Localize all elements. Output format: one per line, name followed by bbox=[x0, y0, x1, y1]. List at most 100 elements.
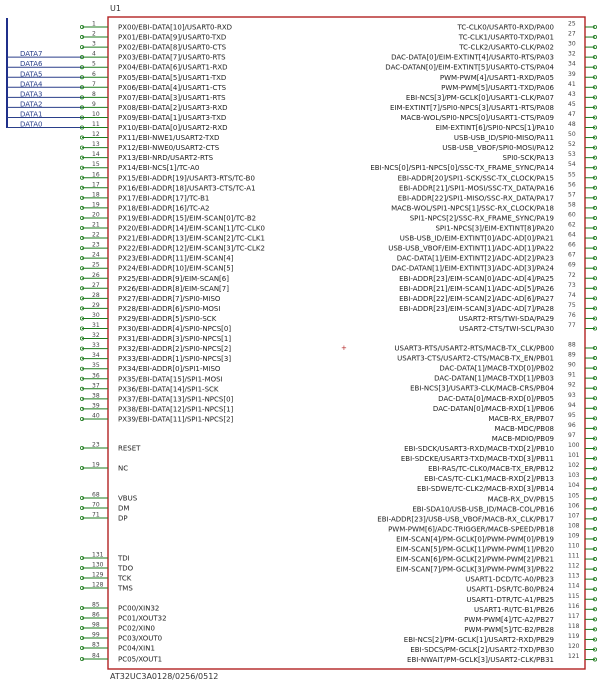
pin-right-34[interactable]: 91 DAC-DATAN[1]/MACB-TXD[1]/PB03 bbox=[434, 372, 598, 383]
pin-right-27[interactable]: 74 EBI-ADDR[22]/EIM-SCAN[2]/ADC-AD[6]/PA2… bbox=[399, 292, 598, 303]
pin-left-12[interactable]: 13 PX12/EBI-NWE0/USART2-CTS bbox=[80, 141, 220, 152]
pin-left-38[interactable]: 39 PX38/EBI-DATA[12]/SPI1-NPCS[1] bbox=[80, 402, 234, 413]
pin-right-15[interactable]: 55 EBI-ADDR[20]/SPI1-SCK/SSC-TX_CLOCK/PA1… bbox=[398, 171, 598, 182]
pin-right-31[interactable]: 88 USART3-RTS/USART2-RTS/MACB-TX_CLK/PB00 bbox=[394, 342, 598, 353]
pin-right-56[interactable]: 115 USART1-DTR/TC-A1/PB25 bbox=[466, 593, 598, 604]
pin-right-22[interactable]: 66 USB-USB_VBOF/EIM-EXTINT[1]/ADC-AD[1]/P… bbox=[388, 242, 598, 253]
pin-right-37[interactable]: 94 DAC-DATAN[0]/MACB-RXD[1]/PB06 bbox=[433, 402, 598, 413]
pin-left-21[interactable]: 22 PX21/EBI-ADDR[13]/EIM-SCAN[2]/TC-CLK1 bbox=[80, 232, 265, 243]
pin-left-47[interactable]: 129 TCK bbox=[80, 572, 132, 583]
pin-left-46[interactable]: 130 TDO bbox=[80, 562, 134, 573]
pin-right-0[interactable]: 25 TC-CLK0/USART0-RXD/PA00 bbox=[457, 21, 598, 32]
pin-right-26[interactable]: 73 EBI-ADDR[21]/EIM-SCAN[1]/ADC-AD[5]/PA2… bbox=[399, 282, 598, 293]
pin-left-43[interactable]: 70 DM bbox=[80, 502, 129, 513]
pin-right-9[interactable]: 47 MACB-WOL/SPI0-NPCS[0]/USART1-CTS/PA09 bbox=[400, 111, 598, 122]
pin-right-54[interactable]: 113 USART1-DCD/TC-A0/PB23 bbox=[465, 573, 598, 584]
pin-right-21[interactable]: 64 USB-USB_ID/EIM-EXTINT[0]/ADC-AD[0]/PA2… bbox=[400, 232, 598, 243]
bus-net-7[interactable]: DATA0 bbox=[7, 121, 82, 129]
bus-net-1[interactable]: DATA6 bbox=[7, 60, 82, 68]
pin-right-25[interactable]: 72 EBI-ADDR[23]/EIM-SCAN[0]/ADC-AD[4]/PA2… bbox=[399, 272, 598, 283]
pin-right-29[interactable]: 76 USART2-RTS/TWI-SDA/PA29 bbox=[458, 312, 598, 323]
pin-left-23[interactable]: 24 PX23/EBI-ADDR[11]/EIM-SCAN[4] bbox=[80, 252, 234, 263]
pin-right-52[interactable]: 111 EIM-SCAN[6]/PM-GCLK[2]/PWM-PWM[2]/PB2… bbox=[396, 553, 598, 564]
pin-right-36[interactable]: 93 DAC-DATA[0]/MACB-RXD[0]/PB05 bbox=[438, 392, 598, 403]
pin-right-49[interactable]: 108 PWM-PWM[6]/ADC-TRIGGER/MACB-SPEED/PB1… bbox=[388, 522, 598, 533]
pin-left-13[interactable]: 14 PX13/EBI-NRD/USART2-RTS bbox=[80, 151, 214, 162]
pin-left-37[interactable]: 38 PX37/EBI-DATA[13]/SPI1-NPCS[0] bbox=[80, 392, 234, 403]
pin-left-17[interactable]: 18 PX17/EBI-ADDR[17]/TC-B1 bbox=[80, 191, 209, 202]
pin-left-30[interactable]: 31 PX30/EBI-ADDR[4]/SPI0-NPCS[0] bbox=[80, 322, 231, 333]
pin-right-62[interactable]: 121 EBI-NWAIT/PM-GCLK[3]/USART2-CLK/PB31 bbox=[407, 653, 598, 664]
pin-left-5[interactable]: 6 PX05/EBI-DATA[5]/USART1-TXD bbox=[80, 71, 226, 82]
pin-right-51[interactable]: 110 EIM-SCAN[5]/PM-GCLK[1]/PWM-PWM[1]/PB2… bbox=[396, 543, 598, 554]
pin-right-23[interactable]: 67 DAC-DATA[1]/EIM-EXTINT[2]/ADC-AD[2]/PA… bbox=[397, 252, 598, 263]
pin-right-39[interactable]: 96 MACB-MDC/PB08 bbox=[494, 422, 598, 433]
pin-left-53[interactable]: 83 PC04/XIN1 bbox=[80, 642, 155, 653]
pin-left-0[interactable]: 1 PX00/EBI-DATA[10]/USART0-RXD bbox=[80, 21, 232, 32]
pin-right-7[interactable]: 43 EBI-NCS[3]/PM-GCLK[0]/USART1-CLK/PA07 bbox=[406, 91, 598, 102]
bus-net-2[interactable]: DATA5 bbox=[7, 70, 82, 78]
pin-right-58[interactable]: 117 PWM-PWM[4]/TC-A2/PB27 bbox=[464, 613, 598, 624]
pin-left-15[interactable]: 16 PX15/EBI-ADDR[19]/USART3-RTS/TC-B0 bbox=[80, 171, 255, 182]
pin-right-1[interactable]: 27 TC-CLK1/USART0-TXD/PA01 bbox=[458, 31, 598, 42]
pin-right-33[interactable]: 90 DAC-DATA[1]/MACB-TXD[0]/PB02 bbox=[439, 362, 598, 373]
pin-right-3[interactable]: 32 DAC-DATA[0]/EIM-EXTINT[4]/USART0-RTS/P… bbox=[391, 51, 598, 62]
pin-right-60[interactable]: 119 EBI-NCS[2]/PM-GCLK[1]/USART2-RXD/PB29 bbox=[404, 633, 598, 644]
pin-right-32[interactable]: 89 USART3-CTS/USART2-CTS/MACB-TX_EN/PB01 bbox=[397, 352, 598, 363]
pin-left-29[interactable]: 30 PX29/EBI-ADDR[5]/SPI0-SCK bbox=[80, 312, 217, 323]
pin-left-16[interactable]: 17 PX16/EBI-ADDR[18]/USART3-CTS/TC-A1 bbox=[80, 181, 256, 192]
pin-left-4[interactable]: 5 PX04/EBI-DATA[6]/USART1-RXD bbox=[80, 61, 228, 72]
pin-left-54[interactable]: 84 PC05/XOUT1 bbox=[80, 653, 162, 664]
pin-left-10[interactable]: 11 PX10/EBI-DATA[0]/USART2-RXD bbox=[80, 121, 228, 132]
pin-right-17[interactable]: 57 EBI-ADDR[22]/SPI1-MISO/SSC-RX_DATA/PA1… bbox=[398, 191, 598, 202]
pin-right-4[interactable]: 34 DAC-DATAN[0]/EIM-EXTINT[5]/USART0-CTS/… bbox=[385, 61, 598, 72]
pin-right-53[interactable]: 112 EIM-SCAN[7]/PM-GCLK[3]/PWM-PWM[3]/PB2… bbox=[396, 563, 598, 574]
pin-right-59[interactable]: 118 PWM-PWM[5]/TC-B2/PB28 bbox=[464, 623, 598, 634]
pin-right-10[interactable]: 48 EIM-EXTINT[6]/SPI0-NPCS[1]/PA10 bbox=[435, 121, 598, 132]
pin-left-7[interactable]: 8 PX07/EBI-DATA[3]/USART1-RTS bbox=[80, 91, 226, 102]
pin-left-3[interactable]: 4 PX03/EBI-DATA[7]/USART0-RTS bbox=[80, 51, 226, 62]
pin-right-50[interactable]: 109 EIM-SCAN[4]/PM-GCLK[0]/PWM-PWM[0]/PB1… bbox=[396, 532, 598, 543]
pin-right-30[interactable]: 77 USART2-CTS/TWI-SCL/PA30 bbox=[459, 322, 598, 333]
pin-right-55[interactable]: 114 USART1-DSR/TC-B0/PB24 bbox=[466, 583, 598, 594]
pin-right-45[interactable]: 104 EBI-SDWE/TC-CLK2/MACB-RXD[3]/PB14 bbox=[417, 482, 598, 493]
pin-right-43[interactable]: 102 EBI-RAS/TC-CLK0/MACB-TX_ER/PB12 bbox=[428, 462, 598, 473]
pin-right-11[interactable]: 50 USB-USB_ID/SPI0-MISO/PA11 bbox=[454, 131, 598, 142]
pin-left-48[interactable]: 128 TMS bbox=[80, 582, 133, 593]
pin-left-41[interactable]: 19 NC bbox=[80, 462, 128, 473]
pin-right-28[interactable]: 75 EBI-ADDR[23]/EIM-SCAN[3]/ADC-AD[7]/PA2… bbox=[399, 302, 598, 313]
pin-right-16[interactable]: 56 EBI-ADDR[21]/SPI1-MOSI/SSC-TX_DATA/PA1… bbox=[399, 181, 598, 192]
pin-right-42[interactable]: 101 EBI-SDCKE/USART3-TXD/MACB-TXD[3]/PB11 bbox=[401, 452, 598, 463]
pin-left-26[interactable]: 27 PX26/EBI-ADDR[8]/EIM-SCAN[7] bbox=[80, 282, 229, 293]
pin-left-1[interactable]: 2 PX01/EBI-DATA[9]/USART0-TXD bbox=[80, 31, 226, 42]
pin-left-14[interactable]: 15 PX14/EBI-NCS[1]/TC-A0 bbox=[80, 161, 199, 172]
pin-left-25[interactable]: 26 PX25/EBI-ADDR[9]/EIM-SCAN[6] bbox=[80, 272, 229, 283]
pin-left-22[interactable]: 23 PX22/EBI-ADDR[12]/EIM-SCAN[3]/TC-CLK2 bbox=[80, 242, 265, 253]
pin-right-20[interactable]: 62 SPI1-NPCS[3]/EIM-EXTINT[8]/PA20 bbox=[435, 222, 598, 233]
pin-right-12[interactable]: 52 USB-USB_VBOF/SPI0-MOSI/PA12 bbox=[442, 141, 598, 152]
pin-right-24[interactable]: 69 DAC-DATAN[1]/EIM-EXTINT[3]/ADC-AD[3]/P… bbox=[391, 262, 598, 273]
pin-left-6[interactable]: 7 PX06/EBI-DATA[4]/USART1-CTS bbox=[80, 81, 227, 92]
pin-left-28[interactable]: 29 PX28/EBI-ADDR[6]/SPI0-MOSI bbox=[80, 302, 220, 313]
pin-left-36[interactable]: 37 PX36/EBI-DATA[14]/SPI1-SCK bbox=[80, 382, 219, 393]
bus-net-3[interactable]: DATA4 bbox=[7, 80, 82, 88]
pin-right-18[interactable]: 58 MACB-WOL/SPI1-NPCS[1]/SSC-RX_CLOCK/PA1… bbox=[391, 201, 598, 212]
pin-right-2[interactable]: 30 TC-CLK2/USART0-CLK/PA02 bbox=[458, 41, 598, 52]
pin-left-49[interactable]: 85 PC00/XIN32 bbox=[80, 602, 159, 613]
pin-left-45[interactable]: 131 TDI bbox=[80, 552, 130, 563]
pin-left-50[interactable]: 86 PC01/XOUT32 bbox=[80, 612, 167, 623]
bus-net-6[interactable]: DATA1 bbox=[7, 110, 82, 118]
pin-left-18[interactable]: 19 PX18/EBI-ADDR[16]/TC-A2 bbox=[80, 201, 209, 212]
pin-right-61[interactable]: 120 EBI-SDCS/PM-GCLK[2]/USART2-TXD/PB30 bbox=[410, 643, 598, 654]
pin-left-24[interactable]: 25 PX24/EBI-ADDR[10]/EIM-SCAN[5] bbox=[80, 262, 234, 273]
pin-left-11[interactable]: 12 PX11/EBI-NWE1/USART2-TXD bbox=[80, 131, 219, 142]
pin-right-46[interactable]: 105 MACB-RX_DV/PB15 bbox=[488, 492, 598, 503]
pin-left-40[interactable]: 23 RESET bbox=[80, 442, 141, 453]
pin-right-5[interactable]: 39 PWM-PWM[4]/USART1-RXD/PA05 bbox=[440, 71, 598, 82]
pin-right-13[interactable]: 53 SPI0-SCK/PA13 bbox=[503, 151, 598, 162]
pin-left-51[interactable]: 98 PC02/XIN0 bbox=[80, 622, 155, 633]
pin-right-35[interactable]: 92 EBI-NCS[3]/USART3-CLK/MACB-CRS/PB04 bbox=[410, 382, 598, 393]
pin-left-31[interactable]: 32 PX31/EBI-ADDR[3]/SPI0-NPCS[1] bbox=[80, 332, 231, 343]
pin-left-42[interactable]: 68 VBUS bbox=[80, 492, 138, 503]
pin-right-14[interactable]: 54 EBI-NCS[0]/SPI1-NPCS[0]/SSC-TX_FRAME_S… bbox=[370, 161, 598, 172]
